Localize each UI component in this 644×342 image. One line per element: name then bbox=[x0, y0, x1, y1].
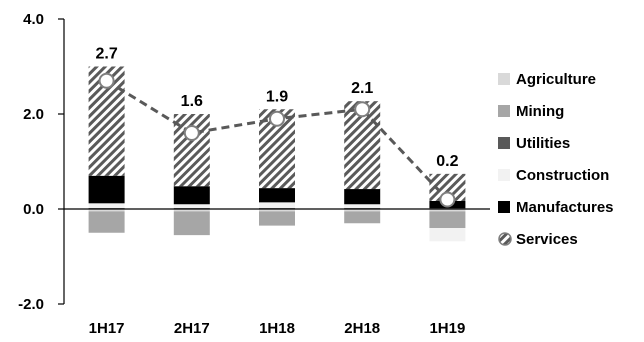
legend-label-construction: Construction bbox=[516, 167, 609, 184]
x-tick-label: 2H17 bbox=[174, 320, 210, 337]
total-line-layer bbox=[98, 72, 456, 208]
total-marker bbox=[98, 72, 115, 89]
legend-swatch-services bbox=[498, 232, 512, 246]
bar-segment-manufactures bbox=[173, 186, 210, 205]
data-label: 2.7 bbox=[95, 46, 117, 63]
total-marker bbox=[354, 101, 371, 118]
bar-segment-mining bbox=[173, 211, 210, 236]
y-tick-label: 2.0 bbox=[23, 106, 44, 123]
bar-segment-agriculture bbox=[88, 209, 125, 212]
bar-segment-agriculture bbox=[173, 209, 210, 212]
total-marker bbox=[269, 110, 285, 127]
legend: Agriculture Mining Utilities Construction Ma… bbox=[498, 71, 614, 248]
legend-label-agriculture: Agriculture bbox=[516, 71, 596, 88]
total-marker bbox=[183, 125, 200, 141]
y-tick-label: -2.0 bbox=[18, 296, 44, 313]
data-labels-layer: 2.7 1.6 1.9 2.1 0.2 bbox=[95, 46, 458, 170]
data-label: 2.1 bbox=[351, 80, 373, 97]
data-label: 1.9 bbox=[266, 88, 288, 105]
legend-swatch-manufactures bbox=[498, 201, 510, 213]
y-tick-label: 0.0 bbox=[23, 201, 44, 218]
bar-segment-agriculture bbox=[429, 209, 466, 212]
x-tick-label: 1H19 bbox=[429, 320, 465, 337]
x-tick-labels: 1H17 2H17 1H18 2H18 1H19 bbox=[89, 320, 466, 337]
legend-label-services: Services bbox=[516, 231, 578, 248]
bar-segment-construction bbox=[259, 202, 295, 209]
legend-label-manufactures: Manufactures bbox=[516, 199, 614, 216]
bar-segment-agriculture bbox=[344, 209, 381, 212]
axis-layer: -2.0 0.0 2.0 4.0 bbox=[18, 11, 65, 313]
legend-swatch-mining bbox=[498, 105, 510, 117]
bar-segment-construction bbox=[88, 203, 125, 209]
total-marker bbox=[439, 191, 456, 208]
x-tick-label: 1H18 bbox=[259, 320, 295, 337]
legend-label-utilities: Utilities bbox=[516, 135, 570, 152]
legend-label-mining: Mining bbox=[516, 103, 564, 120]
bar-segment-agriculture bbox=[259, 209, 295, 212]
bar-segment-manufactures bbox=[88, 175, 125, 204]
bar-segment-mining bbox=[88, 211, 125, 233]
y-tick-label: 4.0 bbox=[23, 11, 44, 28]
legend-swatch-agriculture bbox=[498, 73, 510, 85]
bar-segment-manufactures bbox=[344, 189, 381, 205]
legend-swatch-construction bbox=[498, 169, 510, 181]
bar-segment-construction bbox=[344, 204, 381, 209]
bar-segment-mining bbox=[344, 211, 381, 224]
bar-segment-construction bbox=[173, 204, 210, 209]
bars-layer bbox=[88, 66, 466, 242]
bar-segment-mining bbox=[429, 211, 466, 228]
bar-segment-manufactures bbox=[259, 188, 295, 203]
x-tick-label: 1H17 bbox=[89, 320, 125, 337]
y-ticks: -2.0 0.0 2.0 4.0 bbox=[18, 11, 64, 313]
legend-swatch-utilities bbox=[498, 137, 510, 149]
data-label: 0.2 bbox=[436, 153, 458, 170]
bar-segment-mining bbox=[259, 211, 295, 226]
bar-segment-construction bbox=[429, 228, 466, 242]
data-label: 1.6 bbox=[181, 93, 203, 110]
x-tick-label: 2H18 bbox=[344, 320, 380, 337]
